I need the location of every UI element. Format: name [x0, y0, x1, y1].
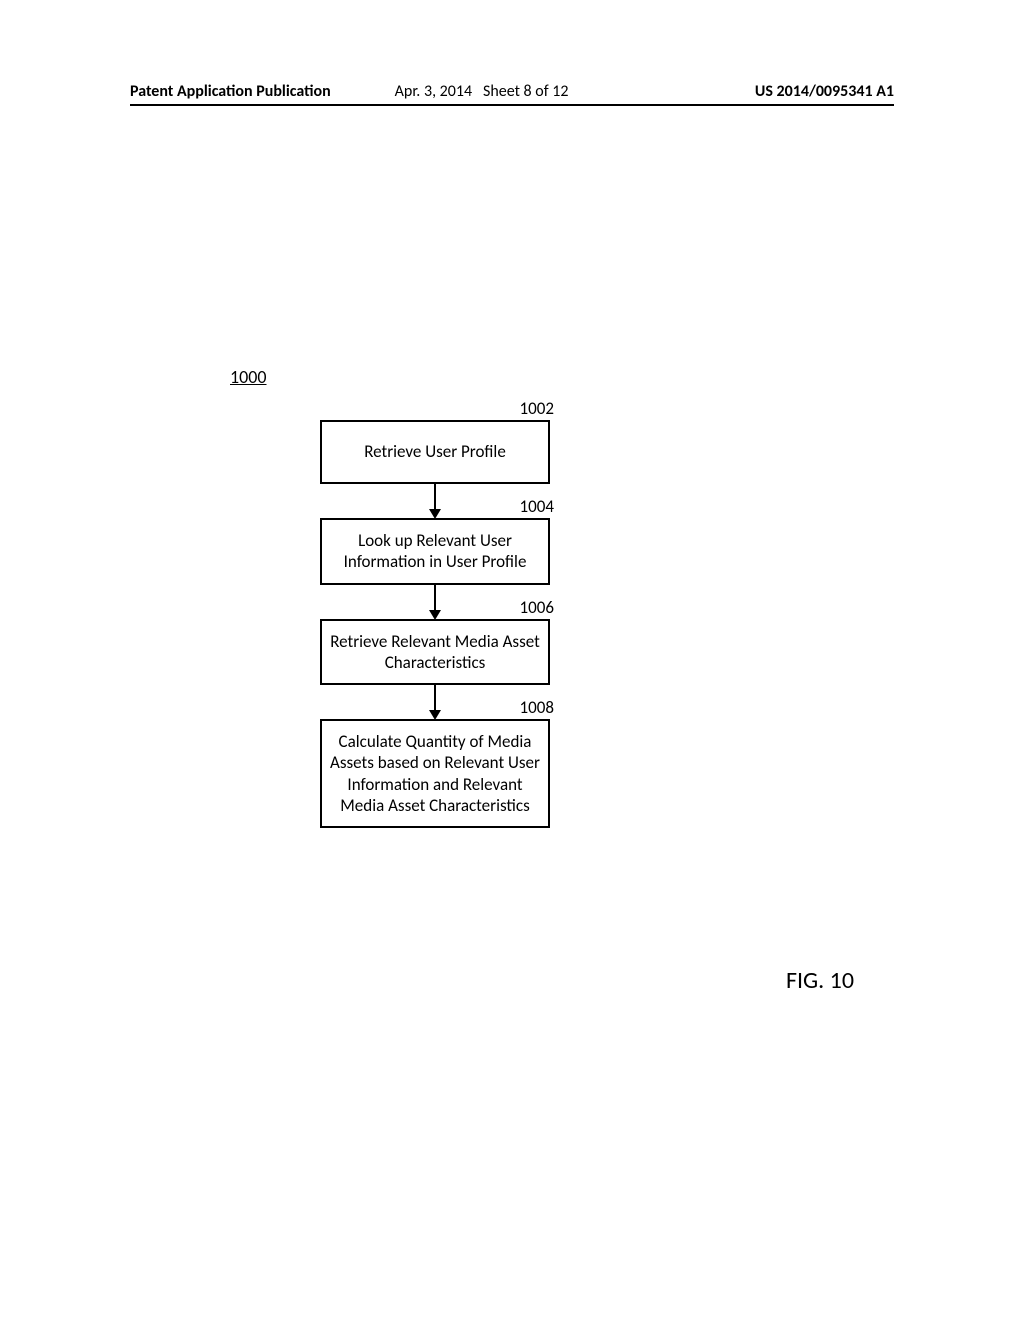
header-date: Apr. 3, 2014 Sheet 8 of 12	[395, 82, 569, 101]
flowchart-box: Retrieve Relevant Media Asset Characteri…	[320, 619, 550, 686]
flowchart-step: 1006 Retrieve Relevant Media Asset Chara…	[320, 619, 550, 686]
header-sheet: Sheet 8 of 12	[483, 82, 568, 101]
step-ref-number: 1004	[520, 496, 554, 517]
step-text: Calculate Quantity of Media Assets based…	[330, 731, 540, 816]
header-publication-label: Patent Application Publication	[130, 82, 331, 101]
step-text: Look up Relevant User Information in Use…	[344, 530, 527, 572]
step-text: Retrieve Relevant Media Asset Characteri…	[330, 631, 540, 673]
step-ref-number: 1008	[520, 697, 554, 718]
flowchart-step: 1002 Retrieve User Profile	[320, 420, 550, 484]
arrow-down-icon	[425, 483, 445, 519]
flowchart-box: Retrieve User Profile	[320, 420, 550, 484]
page: Patent Application Publication Apr. 3, 2…	[0, 0, 1024, 1320]
step-ref-number: 1002	[520, 398, 554, 419]
flowchart-box: Look up Relevant User Information in Use…	[320, 518, 550, 585]
flowchart-step: 1008 Calculate Quantity of Media Assets …	[320, 719, 550, 828]
flowchart: 1002 Retrieve User Profile 1004 Look up …	[310, 420, 560, 828]
header-pub-number: US 2014/0095341 A1	[755, 82, 894, 101]
header-date-text: Apr. 3, 2014	[395, 82, 472, 101]
figure-reference-number: 1000	[230, 366, 267, 388]
flowchart-box: Calculate Quantity of Media Assets based…	[320, 719, 550, 828]
step-text: Retrieve User Profile	[364, 441, 506, 462]
figure-caption: FIG. 10	[786, 966, 854, 995]
header-rule	[130, 104, 894, 106]
flowchart-step: 1004 Look up Relevant User Information i…	[320, 518, 550, 585]
arrow-down-icon	[425, 584, 445, 620]
page-header: Patent Application Publication Apr. 3, 2…	[0, 82, 1024, 105]
step-ref-number: 1006	[520, 597, 554, 618]
arrow-down-icon	[425, 684, 445, 720]
